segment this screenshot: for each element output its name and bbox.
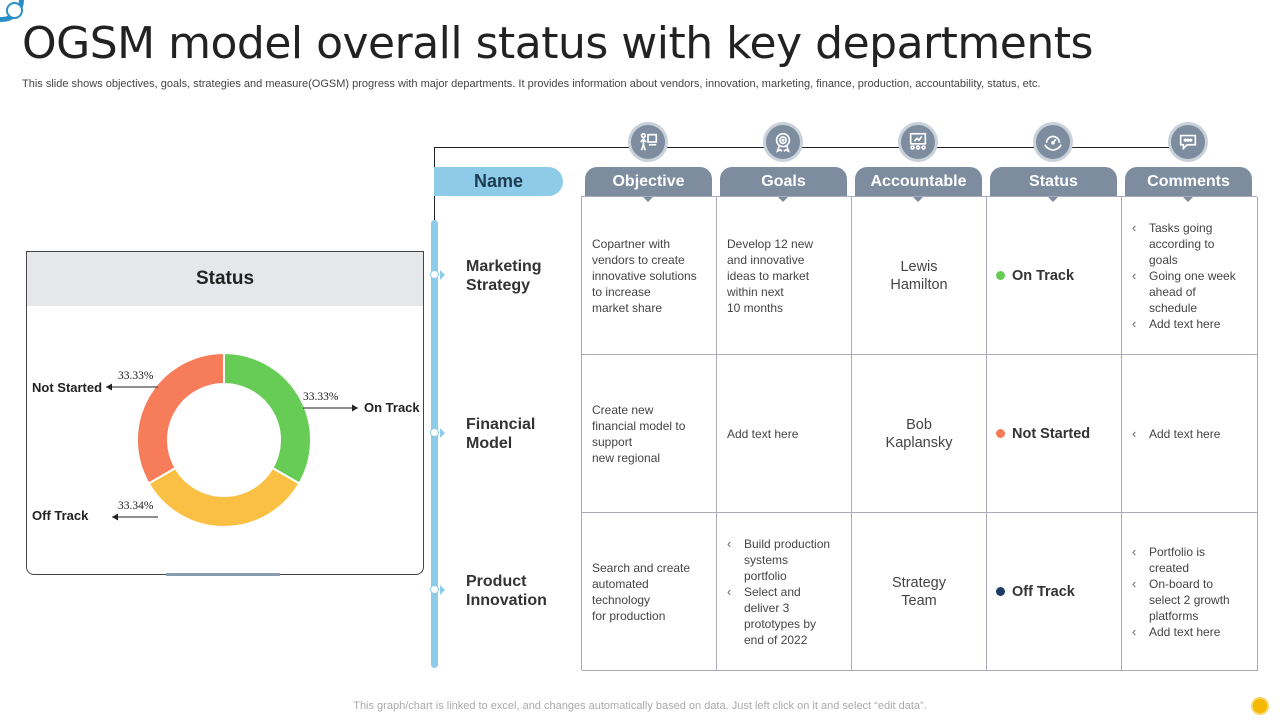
status-cell: Off Track — [987, 513, 1122, 671]
row-marker-dot — [430, 585, 439, 594]
status-donut-chart[interactable]: 33.33% On Track 33.34% Off Track 33.33% Not S… — [26, 251, 424, 575]
status-dot — [996, 587, 1005, 596]
donut-slice-on-track[interactable] — [223, 351, 312, 485]
status-cell: On Track — [987, 197, 1122, 355]
corner-decoration-dot — [6, 2, 23, 19]
chat-bubble-icon — [1168, 122, 1208, 162]
status-label: Not Started — [1012, 425, 1091, 442]
row-name-marketing-strategy: Marketing Strategy — [466, 258, 542, 294]
objective-cell: Copartner with vendors to create innovativ… — [582, 197, 717, 355]
column-header-objective: Objective — [585, 167, 712, 202]
accountable-cell: Strategy Team — [852, 513, 987, 671]
accountable-cell: Bob Kaplansky — [852, 355, 987, 513]
footer-note: This graph/chart is linked to excel, and… — [353, 700, 927, 712]
ogsm-table: Copartner with vendors to create innovativ… — [581, 196, 1258, 671]
comments-cell: Add text here — [1122, 355, 1258, 513]
column-header-accountable: Accountable — [855, 167, 982, 202]
row-marker-dot — [430, 270, 439, 279]
name-column-header: Name — [434, 167, 563, 196]
goals-cell: Add text here — [717, 355, 852, 513]
target-award-icon — [763, 122, 803, 162]
gauge-hands-icon — [1033, 122, 1073, 162]
donut-pct-label-not-started: 33.33% — [118, 370, 154, 382]
footer-badge — [1251, 697, 1269, 715]
donut-category-label-off-track: Off Track — [32, 508, 89, 523]
donut-slice-not-started[interactable] — [136, 351, 225, 485]
row-name-product-innovation: Product Innovation — [466, 573, 547, 609]
row-name-financial-model: Financial Model — [466, 416, 536, 452]
status-panel-accent — [166, 573, 280, 576]
column-header-comments: Comments — [1125, 167, 1252, 202]
goals-cell: Build productionsystemsportfolioSelect a… — [717, 513, 852, 671]
status-panel: Status — [26, 251, 424, 575]
donut-pct-label-on-track: 33.33% — [303, 391, 339, 403]
status-label: On Track — [1012, 267, 1075, 284]
row-marker-dot — [430, 428, 439, 437]
row-marker-arrow — [440, 270, 445, 280]
donut-leader-arrow-on-track — [352, 404, 358, 412]
row-marker-arrow — [440, 428, 445, 438]
page-title: OGSM model overall status with key depar… — [22, 18, 1093, 69]
status-cell: Not Started — [987, 355, 1122, 513]
status-label: Off Track — [1012, 583, 1075, 600]
board-meeting-icon — [898, 122, 938, 162]
donut-leader-arrow-off-track — [112, 513, 118, 521]
row-marker-arrow — [440, 585, 445, 595]
presentation-icon — [628, 122, 668, 162]
page-subtitle: This slide shows objectives, goals, stra… — [22, 78, 1041, 90]
accountable-cell: Lewis Hamilton — [852, 197, 987, 355]
objective-cell: Search and create automated technology for … — [582, 513, 717, 671]
donut-pct-label-off-track: 33.34% — [118, 500, 154, 512]
header-connector-line — [434, 147, 1188, 148]
timeline-bar — [431, 220, 438, 668]
status-panel-title: Status — [27, 252, 423, 306]
donut-category-label-on-track: On Track — [364, 400, 420, 415]
donut-slice-off-track[interactable] — [147, 466, 301, 528]
donut-category-label-not-started: Not Started — [32, 380, 102, 395]
donut-leader-arrow-not-started — [106, 383, 112, 391]
column-header-goals: Goals — [720, 167, 847, 202]
status-dot — [996, 271, 1005, 280]
status-dot — [996, 429, 1005, 438]
goals-cell: Develop 12 new and innovative ideas to mar… — [717, 197, 852, 355]
objective-cell: Create new financial model to support new r… — [582, 355, 717, 513]
column-header-status: Status — [990, 167, 1117, 202]
